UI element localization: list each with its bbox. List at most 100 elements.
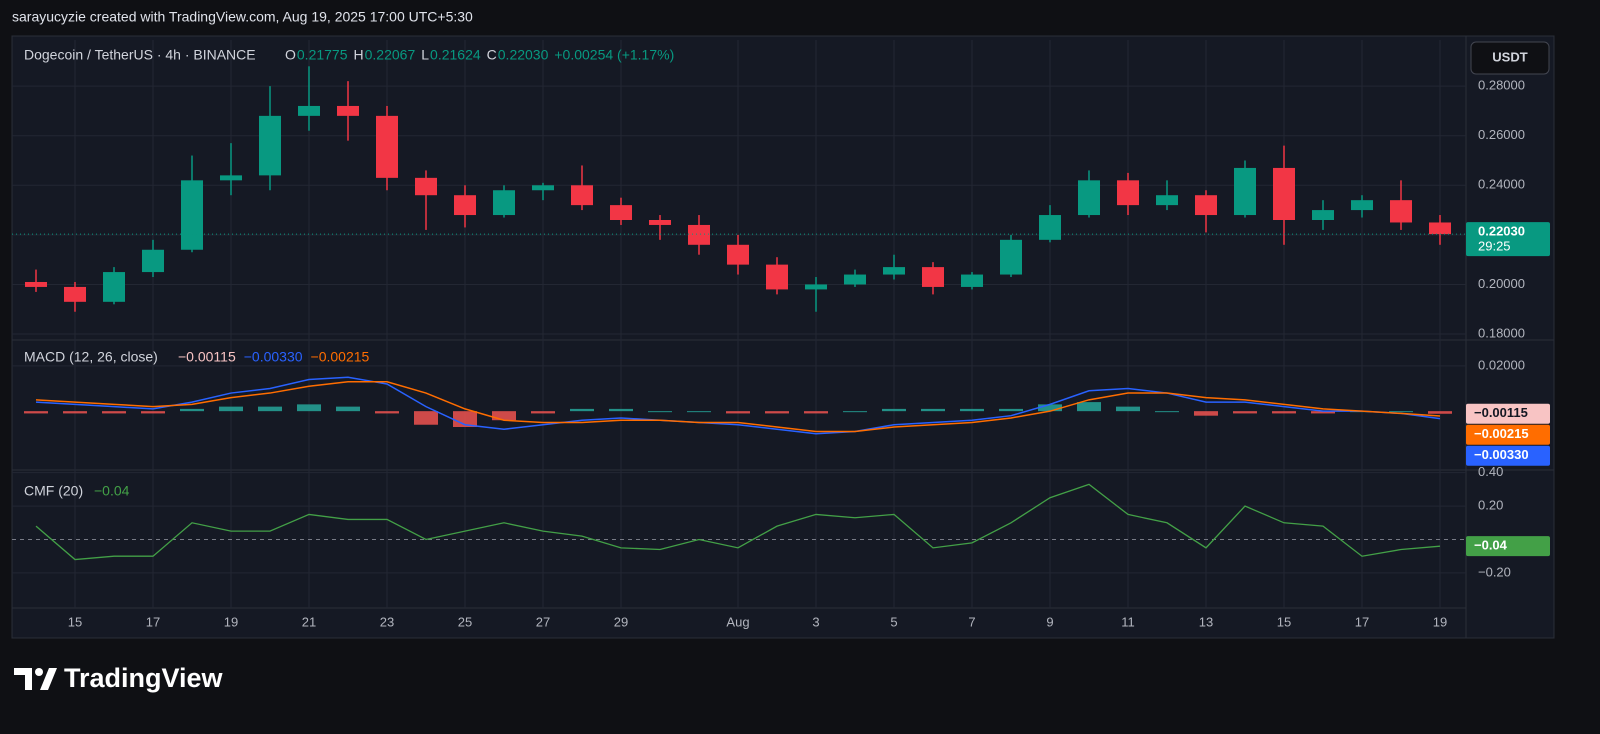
candle-body: [1351, 200, 1373, 211]
x-tick-label: 9: [1046, 614, 1053, 629]
candle-body: [1078, 180, 1100, 216]
x-tick-label: 15: [1277, 614, 1291, 629]
candle-body: [181, 180, 203, 250]
x-tick-label: 11: [1121, 614, 1135, 629]
candle-body: [1000, 239, 1022, 275]
candle-body: [64, 286, 86, 302]
legend-key: H: [354, 47, 364, 63]
histogram-bar: [609, 408, 633, 412]
candle-body: [922, 267, 944, 287]
histogram-bar: [843, 411, 867, 413]
macd-tag-bg: [1466, 424, 1550, 445]
currency-label[interactable]: USDT: [1492, 49, 1527, 64]
candle-body: [1273, 167, 1295, 220]
cmf-tag-bg: [1466, 536, 1550, 557]
histogram-bar: [726, 411, 750, 414]
y-tick-label: 0.24000: [1478, 177, 1525, 192]
histogram-bar: [1428, 411, 1452, 414]
histogram-bar: [492, 411, 516, 421]
candle-body: [1156, 195, 1178, 206]
x-tick-label: 25: [458, 614, 472, 629]
histogram-bar: [63, 411, 87, 414]
histogram-bar: [1116, 406, 1140, 412]
histogram-bar: [999, 408, 1023, 412]
candle-body: [1390, 200, 1412, 223]
y-tick-label: 0.20: [1478, 498, 1503, 513]
histogram-bar: [258, 406, 282, 412]
legend-change: +0.00254 (+1.17%): [554, 47, 674, 63]
candle-body: [1429, 222, 1451, 235]
pane-title: MACD (12, 26, close): [24, 349, 158, 365]
candle-body: [649, 220, 671, 225]
candle-body: [337, 105, 359, 116]
macd-tag-bg: [1466, 403, 1550, 424]
histogram-bar: [219, 406, 243, 412]
legend-key: L: [421, 47, 429, 63]
macd-line: [35, 380, 1441, 433]
legend-value: 0.21775: [297, 47, 348, 63]
chart-panel: [11, 35, 1555, 639]
x-tick-label: 19: [1433, 614, 1447, 629]
macd-tag-bg: [1466, 445, 1550, 466]
candle-body: [1234, 167, 1256, 216]
histogram-bar: [180, 408, 204, 412]
x-tick-label: 21: [302, 614, 316, 629]
histogram-bar: [297, 404, 321, 412]
histogram-bar: [960, 408, 984, 412]
x-tick-label: 3: [812, 614, 819, 629]
last-price-label: 0.22030: [1478, 224, 1525, 239]
currency-button[interactable]: [1470, 41, 1550, 75]
candle-body: [103, 272, 125, 302]
y-tick-label: 0.02000: [1478, 357, 1525, 372]
candle-body: [220, 175, 242, 181]
histogram-bar: [1194, 411, 1218, 416]
histogram-bar: [1038, 404, 1062, 412]
logo-icon: [14, 668, 57, 690]
y-tick-label: 0.18000: [1478, 325, 1525, 340]
y-tick-label: 0.26000: [1478, 127, 1525, 142]
x-tick-label: 23: [380, 614, 394, 629]
countdown-label: 29:25: [1478, 239, 1511, 254]
pane-title: CMF (20): [24, 483, 83, 499]
candle-body: [142, 249, 164, 273]
candle-body: [493, 190, 515, 216]
histogram-bar: [375, 411, 399, 414]
histogram-bar: [1077, 402, 1101, 412]
candle-body: [298, 105, 320, 116]
y-tick-label: 0.20000: [1478, 276, 1525, 291]
candle-body: [727, 244, 749, 265]
last-price-tag-bg: [1466, 222, 1550, 257]
histogram-bar: [531, 411, 555, 414]
legend-key: O: [285, 47, 296, 63]
legend-value: −0.04: [94, 483, 130, 499]
candle-body: [25, 281, 47, 287]
histogram-bar: [1389, 411, 1413, 413]
candle-body: [376, 115, 398, 178]
histogram-bar: [1155, 411, 1179, 413]
cmf-line: [35, 483, 1441, 561]
macd-line: [35, 376, 1441, 435]
macd-tag: −0.00115: [1474, 405, 1528, 420]
candle-body: [1117, 180, 1139, 206]
x-tick-label: 15: [68, 614, 82, 629]
cmf-tag: −0.04: [1474, 538, 1508, 553]
y-tick-label: 0.40: [1478, 464, 1503, 479]
candle-body: [610, 205, 632, 220]
histogram-bar: [921, 408, 945, 412]
histogram-bar: [687, 411, 711, 413]
x-tick-label: 17: [1355, 614, 1369, 629]
histogram-bar: [648, 411, 672, 413]
histogram-bar: [453, 411, 477, 427]
candle-body: [1039, 215, 1061, 240]
legend-value: −0.00115: [178, 349, 236, 365]
histogram-bar: [141, 411, 165, 414]
histogram-bar: [1233, 411, 1257, 414]
histogram-bar: [1311, 411, 1335, 414]
legend-value: −0.00215: [311, 349, 370, 365]
legend-value: 0.22067: [365, 47, 416, 63]
candle-body: [259, 115, 281, 176]
legend-value: 0.21624: [430, 47, 481, 63]
candle-body: [844, 274, 866, 285]
candle-body: [415, 177, 437, 196]
